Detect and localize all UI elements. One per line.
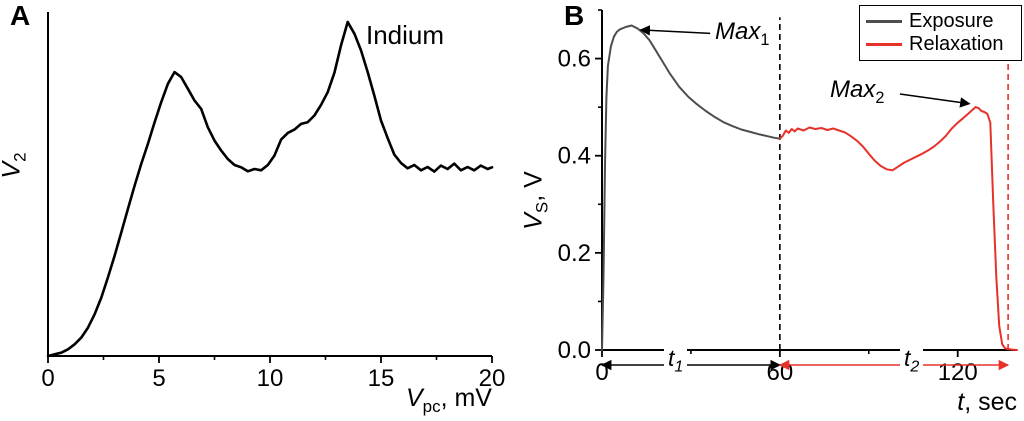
y-sub: S <box>532 201 552 214</box>
t1-sub: 1 <box>674 357 684 376</box>
y-tick-label: 0.4 <box>558 143 591 170</box>
y-var: V <box>0 161 26 179</box>
y-tick-label: 0.6 <box>558 46 591 73</box>
panel-a: 0 5 10 15 20 A V2 Vpc, mV Indium <box>0 0 506 417</box>
panel-b-letter: B <box>564 0 585 31</box>
panel-b-chart: 0 60 120 0.0 0.2 0.4 0.6 <box>558 9 1018 386</box>
x-tick-label: 15 <box>368 365 395 392</box>
max1-annotation: Max1 <box>715 18 769 50</box>
x-tick-label: 0 <box>595 359 608 386</box>
max1-text: Max <box>715 18 761 45</box>
series-exposure <box>601 24 781 351</box>
t1-var: t <box>668 345 675 371</box>
x-unit: , sec <box>964 388 1017 416</box>
x-var: t <box>957 388 965 416</box>
x-tick-label: 60 <box>767 359 794 386</box>
max2-text: Max <box>830 76 876 103</box>
indium-annotation: Indium <box>366 20 445 50</box>
t2-sub: 2 <box>910 357 920 376</box>
y-tick-label: 0.0 <box>558 337 591 364</box>
panel-b: 0 60 120 0.0 0.2 0.4 0.6 B VS, V t, sec Exposu… <box>512 0 1024 421</box>
panel-a-y-axis-label: V2 <box>0 86 31 246</box>
series-relaxation <box>778 106 1018 351</box>
max2-sub: 2 <box>875 88 885 107</box>
x-tick-label: 20 <box>479 365 506 392</box>
y-unit: , V <box>519 171 548 202</box>
axes <box>47 12 492 357</box>
max1-sub: 1 <box>760 30 770 49</box>
axes <box>601 10 1017 351</box>
max2-arrow <box>899 93 971 108</box>
legend-label-exposure: Exposure <box>909 10 994 32</box>
t1-interval-label: t1 <box>664 345 688 377</box>
series-indium <box>46 20 494 358</box>
x-var: V <box>405 384 423 412</box>
y-var: V <box>519 213 548 230</box>
panel-b-x-axis-label: t, sec <box>892 388 1017 417</box>
x-sub: pc <box>422 397 441 416</box>
x-tick-label: 5 <box>152 365 165 392</box>
max1-arrow <box>639 25 711 36</box>
relaxation-line-swatch <box>866 43 902 46</box>
x-tick-label: 0 <box>41 365 54 392</box>
t2-interval-label: t2 <box>900 345 924 377</box>
panel-a-x-axis-label: Vpc, mV <box>292 384 492 417</box>
y-sub: 2 <box>10 152 30 162</box>
legend-row-relaxation: Relaxation <box>866 33 1015 56</box>
panel-b-y-axis-label: VS, V <box>520 121 553 281</box>
panel-a-chart: 0 5 10 15 20 <box>41 12 506 392</box>
panel-a-letter: A <box>10 0 31 31</box>
t2-var: t <box>904 345 911 371</box>
legend: Exposure Relaxation <box>859 5 1022 61</box>
legend-label-relaxation: Relaxation <box>909 33 1004 55</box>
x-tick-label: 10 <box>257 365 284 392</box>
max2-annotation: Max2 <box>830 76 884 108</box>
x-unit: , mV <box>440 384 492 412</box>
x-tick-label: 120 <box>938 359 978 386</box>
exposure-line-swatch <box>866 20 902 23</box>
legend-row-exposure: Exposure <box>866 10 1015 33</box>
y-tick-label: 0.2 <box>558 240 591 267</box>
